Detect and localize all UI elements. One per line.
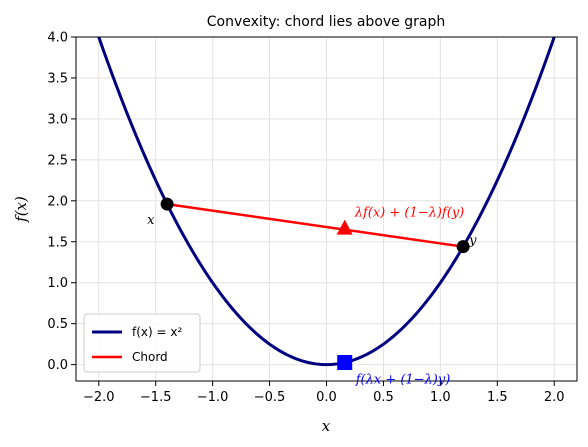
x-tick-label: 0.0 bbox=[316, 390, 337, 405]
parabola-line bbox=[97, 37, 556, 367]
annotations: x yλf(x) + (1−λ)f(y) f(λx + (1−λ)y) bbox=[147, 206, 477, 388]
y-tick-label: 4.0 bbox=[47, 31, 68, 46]
y-axis-label-group: f(x) bbox=[12, 196, 30, 223]
x-tick-label: 1.5 bbox=[487, 390, 508, 405]
y-tick-label: 1.5 bbox=[47, 235, 68, 250]
plot-area bbox=[97, 37, 556, 367]
axes-frame bbox=[75, 36, 578, 382]
y-tick-label: 3.5 bbox=[47, 71, 68, 86]
y-tick-label: 2.5 bbox=[47, 153, 68, 168]
y-axis-label: f(x) bbox=[12, 196, 30, 223]
x-tick-label: 0.5 bbox=[373, 390, 394, 405]
x-axis-label: x bbox=[322, 417, 331, 435]
y-tick-label: 1.0 bbox=[47, 276, 68, 291]
x-tick-label: −1.5 bbox=[140, 390, 172, 405]
markers bbox=[160, 197, 470, 371]
legend: f(x) = x² Chord bbox=[83, 313, 201, 373]
label-function-value: f(λx + (1−λ)y) bbox=[355, 373, 451, 388]
axis-ticks: −2.0 −1.5 −1.0 −0.5 0.0 0.5 1.0 1.5 2.0 0.0 0.5 1.0… bbox=[47, 31, 564, 406]
y-tick-label: 0.5 bbox=[47, 317, 68, 332]
x-tick-label: 1.0 bbox=[430, 390, 451, 405]
x-tick-label: −1.0 bbox=[197, 390, 229, 405]
x-tick-label: −2.0 bbox=[83, 390, 115, 405]
label-x: x bbox=[147, 213, 155, 228]
chord-value-triangle bbox=[336, 219, 353, 235]
y-tick-label: 2.0 bbox=[47, 194, 68, 209]
point-x-marker bbox=[160, 197, 174, 211]
y-tick-label: 0.0 bbox=[47, 358, 68, 373]
x-tick-label: 2.0 bbox=[544, 390, 565, 405]
chart-title: Convexity: chord lies above graph bbox=[207, 14, 445, 30]
y-tick-label: 3.0 bbox=[47, 112, 68, 127]
function-value-square bbox=[337, 355, 353, 371]
legend-chord-label: Chord bbox=[132, 350, 168, 364]
chord-line bbox=[166, 202, 464, 248]
label-y: y bbox=[468, 234, 477, 249]
legend-parabola-label: f(x) = x² bbox=[132, 325, 182, 339]
point-y-marker bbox=[456, 240, 470, 254]
x-tick-label: −0.5 bbox=[254, 390, 286, 405]
label-chord-value: λf(x) + (1−λ)f(y) bbox=[354, 206, 465, 221]
